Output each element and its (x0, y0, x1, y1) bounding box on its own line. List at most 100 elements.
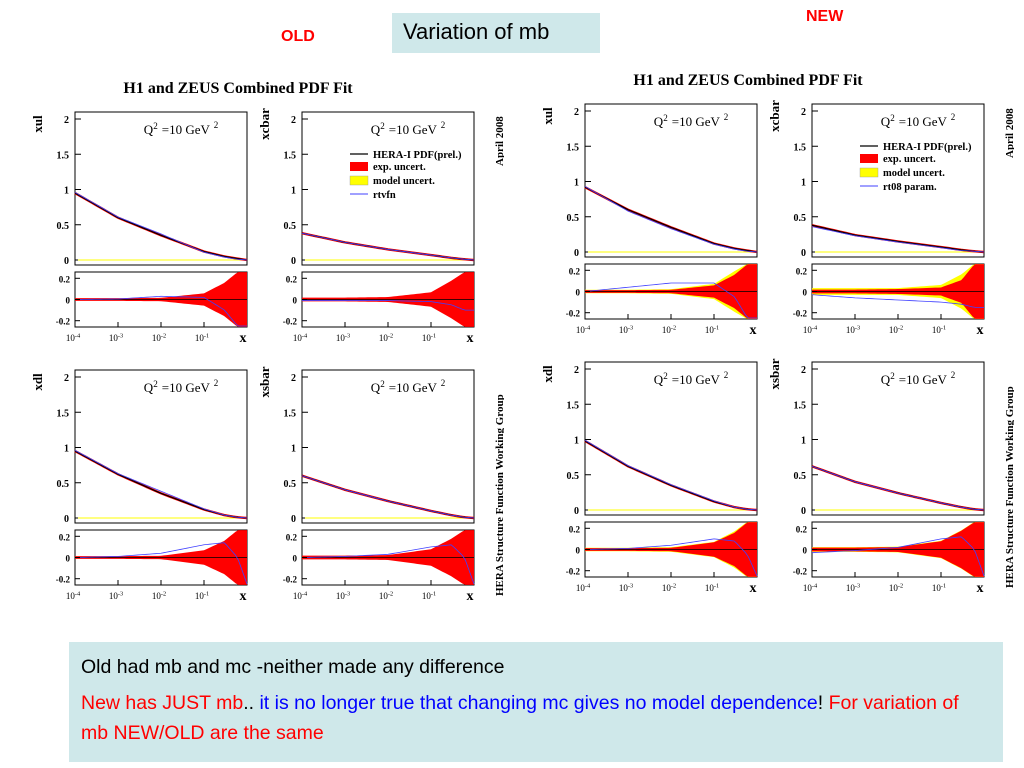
side-label-date: April 2008 (1004, 108, 1014, 158)
ratio-variant-curve (584, 538, 758, 577)
old-label: OLD (281, 28, 315, 45)
main-frame (584, 103, 758, 258)
figure-title: H1 and ZEUS Combined PDF Fit (633, 72, 863, 89)
x-tick-label: 10-2 (662, 582, 676, 593)
y-tick-label: 2 (291, 115, 296, 126)
x-tick-label: 10-3 (846, 324, 860, 335)
side-label-date: April 2008 (494, 116, 504, 166)
x-tick-label: 10-1 (705, 582, 719, 593)
ratio-y-tick-label: -0.2 (566, 567, 581, 577)
legend-swatch-exp (860, 154, 878, 163)
variant-curve (811, 465, 985, 511)
note-exclaim: ! (817, 692, 829, 714)
legend-entry-exp: exp. uncert. (883, 154, 936, 165)
legend-entry-model: model uncert. (373, 176, 435, 187)
note-line-2: New has JUST mb.. it is no longer true t… (81, 688, 991, 748)
q2-annotation-exp: 2 (951, 112, 956, 122)
x-axis-label: x (977, 581, 984, 596)
x-axis-label: x (240, 589, 247, 604)
ratio-variant-curve (811, 536, 985, 577)
ratio-y-tick-label: 0 (803, 288, 808, 298)
figure-title: H1 and ZEUS Combined PDF Fit (123, 80, 353, 97)
q2-annotation-q: Q2 (654, 113, 668, 129)
legend: HERA-I PDF(prel.)exp. uncert. model uncer… (859, 142, 972, 193)
ratio-y-tick-label: 0 (293, 554, 298, 564)
q2-annotation-exp: 2 (441, 120, 446, 130)
y-tick-label: 1 (291, 186, 296, 197)
y-tick-label: 1.5 (57, 150, 70, 161)
x-tick-label: 10-4 (803, 582, 818, 593)
q2-annotation-exp: 2 (724, 112, 729, 122)
x-tick-label: 10-2 (152, 590, 166, 601)
y-tick-label: 0.5 (567, 471, 580, 482)
x-tick-label: 10-1 (705, 324, 719, 335)
ratio-y-tick-label: 0.2 (569, 524, 581, 534)
ratio-y-tick-label: -0.2 (793, 309, 808, 319)
x-tick-label: 10-3 (109, 590, 123, 601)
main-frame (74, 111, 248, 266)
q2-annotation-exp: 2 (724, 370, 729, 380)
variant-curve (584, 439, 758, 511)
x-tick-label: 10-2 (889, 582, 903, 593)
variant-curve (301, 475, 475, 519)
ratio-y-tick-label: 0.2 (796, 266, 808, 276)
ratio-y-tick-label: -0.2 (566, 309, 581, 319)
legend-entry-central: HERA-I PDF(prel.) (373, 150, 462, 161)
y-axis-label: xul (30, 115, 45, 133)
y-tick-label: 0 (801, 506, 806, 517)
y-tick-label: 1 (64, 444, 69, 455)
variant-curve (584, 186, 758, 253)
ratio-y-tick-label: 0 (576, 288, 581, 298)
ratio-y-tick-label: 0.2 (59, 532, 71, 542)
pdf-figure-svg: H1 and ZEUS Combined PDF Fit April 2008 HE… (30, 80, 506, 604)
y-tick-label: 0.5 (57, 221, 70, 232)
x-tick-label: 10-3 (846, 582, 860, 593)
ratio-variant-curve (584, 282, 757, 319)
side-label-group: HERA Structure Function Working Group (494, 394, 504, 596)
q2-annotation-q: Q2 (371, 379, 385, 395)
old-figure: H1 and ZEUS Combined PDF Fit April 2008 HE… (28, 72, 506, 617)
variant-curve (74, 191, 248, 261)
x-tick-label: 10-2 (379, 590, 393, 601)
legend: HERA-I PDF(prel.)exp. uncert. model uncer… (349, 150, 462, 201)
y-tick-label: 2 (64, 115, 69, 126)
ratio-y-tick-label: 0.2 (796, 524, 808, 534)
x-tick-label: 10-3 (336, 590, 350, 601)
x-tick-label: 10-4 (576, 582, 591, 593)
y-tick-label: 1.5 (794, 400, 807, 411)
variant-curve (811, 226, 985, 253)
y-tick-label: 0 (574, 506, 579, 517)
q2-annotation-q: Q2 (654, 371, 668, 387)
ratio-variant-curve (301, 544, 475, 585)
ratio-variant-curve (302, 300, 474, 311)
x-tick-label: 10-4 (66, 590, 81, 601)
y-axis-label: xdl (30, 373, 45, 391)
y-tick-label: 0.5 (794, 471, 807, 482)
q2-annotation-eq: =10 GeV (899, 372, 948, 387)
x-tick-label: 10-3 (109, 332, 123, 343)
x-axis-label: x (467, 589, 474, 604)
y-tick-label: 2 (574, 107, 579, 118)
y-tick-label: 1 (64, 186, 69, 197)
x-tick-label: 10-4 (66, 332, 81, 343)
ratio-y-tick-label: 0.2 (59, 274, 71, 284)
note-variation-same: For variation of mb NEW/OLD are the same (81, 692, 959, 744)
y-tick-label: 1.5 (284, 150, 297, 161)
y-tick-label: 0.5 (567, 213, 580, 224)
y-axis-label: xdl (540, 365, 555, 383)
q2-annotation-eq: =10 GeV (162, 380, 211, 395)
x-tick-label: 10-4 (293, 590, 308, 601)
x-axis-label: x (467, 331, 474, 346)
central-curve (811, 224, 985, 253)
ratio-y-tick-label: 0.2 (286, 532, 298, 542)
legend-entry-model: model uncert. (883, 168, 945, 179)
y-tick-label: 1 (574, 436, 579, 447)
q2-annotation-exp: 2 (441, 378, 446, 388)
main-frame (74, 369, 248, 524)
